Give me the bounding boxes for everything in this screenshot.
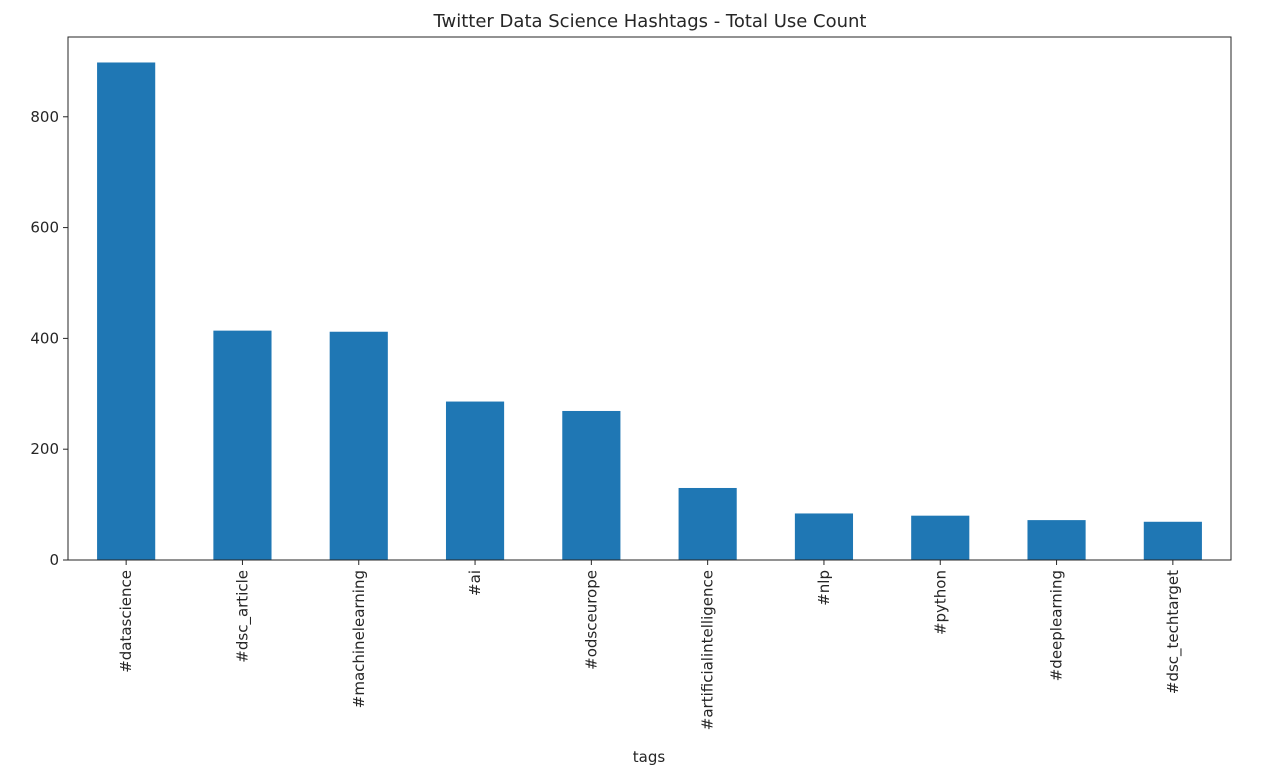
y-tick-label: 200	[30, 440, 59, 458]
x-tick-label: #dsc_techtarget	[1164, 570, 1183, 694]
chart-title: Twitter Data Science Hashtags - Total Us…	[433, 11, 867, 32]
x-tick-label: #python	[931, 570, 949, 635]
bar-artificialintelligence	[678, 487, 737, 560]
bar-datascience	[97, 62, 156, 560]
x-tick-label: #ai	[466, 570, 484, 596]
x-tick-label: #odsceurope	[582, 570, 600, 670]
x-axis-label: tags	[633, 748, 666, 766]
bars-group	[97, 62, 1202, 560]
bar-machinelearning	[329, 331, 388, 560]
x-tick-label: #nlp	[815, 570, 833, 606]
x-tick-label: #datascience	[117, 570, 135, 673]
y-tick-label: 0	[49, 551, 59, 569]
y-axis: 0 200 400 600 800	[30, 108, 68, 569]
bar-dsc-techtarget	[1143, 521, 1202, 560]
x-tick-label: #machinelearning	[350, 570, 368, 708]
bar-deeplearning	[1027, 520, 1086, 560]
bar-python	[911, 515, 970, 560]
plot-frame	[67, 36, 1232, 561]
x-tick-label: #artificialintelligence	[699, 570, 717, 730]
x-axis: #datascience #dsc_article #machinelearning…	[117, 560, 1183, 730]
x-tick-label: #deeplearning	[1048, 570, 1066, 681]
bar-nlp	[794, 513, 854, 560]
y-tick-label: 400	[30, 329, 59, 347]
bar-dsc-article	[213, 330, 272, 560]
y-tick-label: 600	[30, 219, 59, 237]
bar-odsceurope	[562, 410, 621, 560]
y-tick-label: 800	[30, 108, 59, 126]
x-tick-label: #dsc_article	[233, 570, 252, 663]
bar-ai	[445, 401, 505, 560]
